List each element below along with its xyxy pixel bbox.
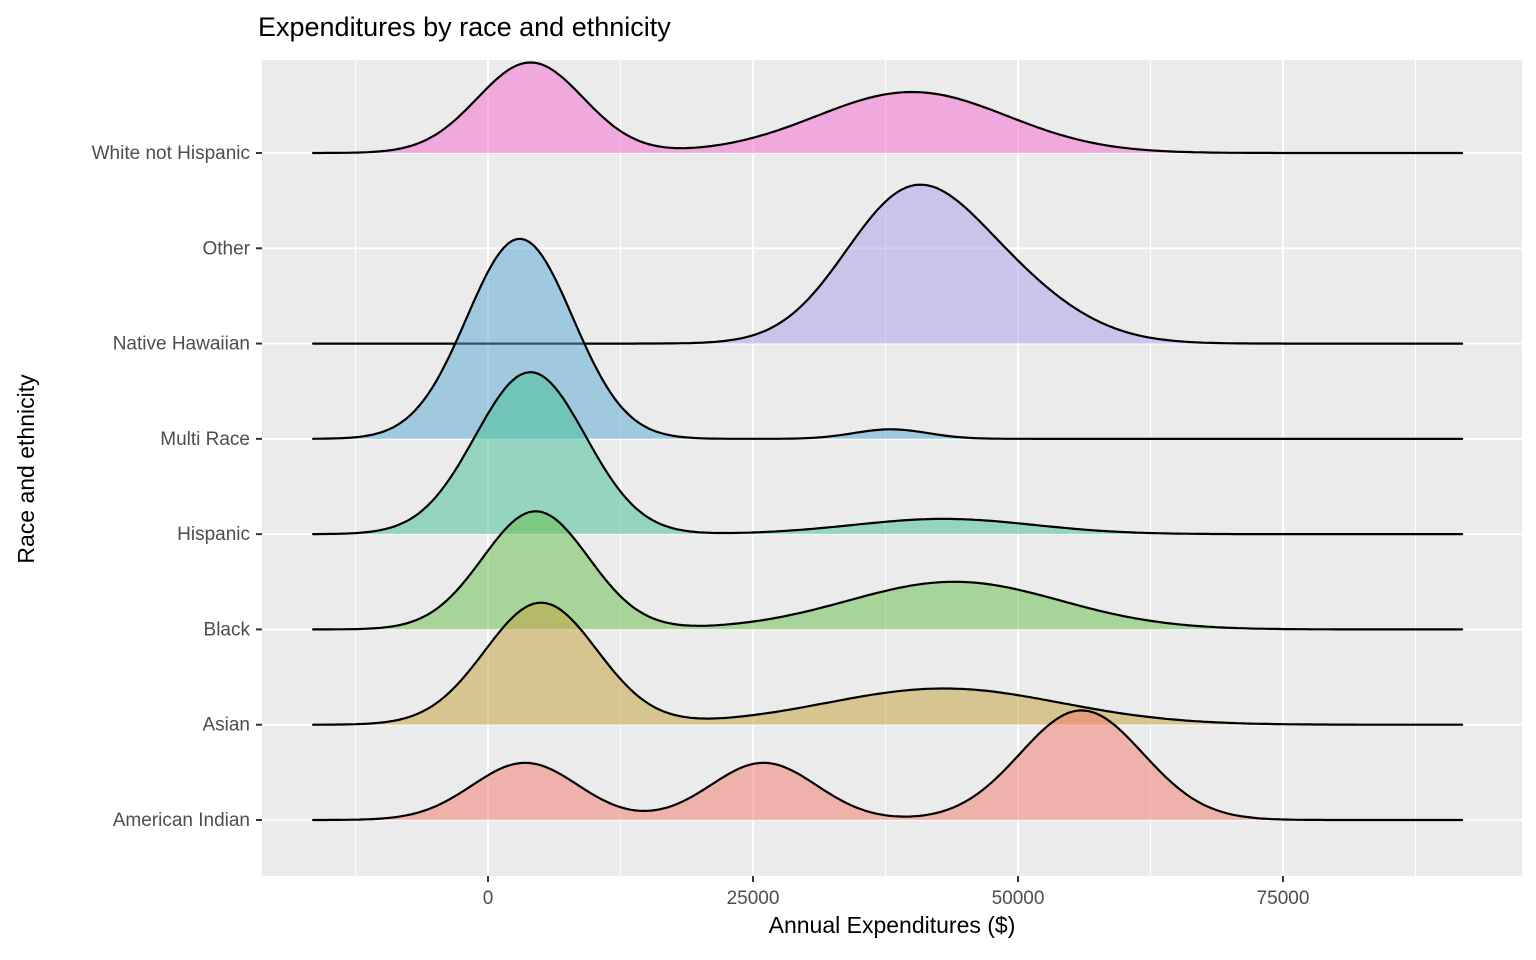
y-tick-label: Multi Race [160,429,250,450]
ridge-line-multi-race [312,237,1464,440]
ridge-line-american-indian [312,709,1464,822]
y-axis-title: Race and ethnicity [13,374,39,564]
ridge-line-white-not-hispanic [312,61,1464,155]
ridge-fill-asian [313,602,1464,725]
chart-title: Expenditures by race and ethnicity [258,12,671,42]
ridge-line-asian [312,601,1464,726]
panel-background [262,60,1522,876]
ridge-fill-white-not-hispanic [313,62,1464,153]
x-axis-title: Annual Expenditures ($) [768,912,1016,938]
x-tick-label: 75000 [1257,888,1310,909]
ridge-fill-hispanic [313,372,1464,535]
y-tick-label: White not Hispanic [92,143,250,164]
ridge-fill-native-hawaiian [313,184,1464,344]
x-tick-label: 50000 [992,888,1045,909]
y-tick-label: Asian [202,715,250,736]
x-tick-label: 0 [483,888,494,909]
ridge-fill-multi-race [313,238,1464,439]
x-tick-label: 25000 [727,888,780,909]
ridge-fill-black [313,511,1464,630]
y-tick-label: Native Hawaiian [113,334,250,355]
y-tick-label: Other [202,238,250,259]
y-tick-label: Hispanic [177,524,250,545]
ridge-line-hispanic [312,371,1464,536]
ridge-line-black [312,510,1464,631]
y-tick-label: American Indian [113,810,250,831]
ridge-fill-american-indian [313,710,1464,820]
y-tick-label: Black [204,619,251,640]
